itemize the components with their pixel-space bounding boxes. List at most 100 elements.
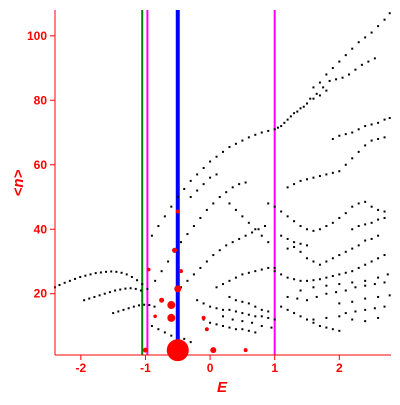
data-point xyxy=(225,191,228,194)
data-point xyxy=(377,121,380,124)
data-point xyxy=(364,239,367,242)
data-point xyxy=(299,225,302,228)
data-point xyxy=(299,250,302,253)
y-tick-label: 100 xyxy=(27,29,47,43)
data-point xyxy=(180,286,182,289)
data-point xyxy=(377,316,380,319)
data-point xyxy=(215,286,218,289)
data-point xyxy=(331,257,334,260)
data-point xyxy=(244,181,247,184)
data-point xyxy=(338,329,341,332)
data-point xyxy=(163,215,166,218)
data-point xyxy=(267,129,270,132)
data-point xyxy=(357,266,360,269)
data-point xyxy=(325,276,328,279)
data-point xyxy=(125,273,128,276)
data-point xyxy=(228,295,231,298)
data-point xyxy=(293,245,296,248)
data-point xyxy=(202,302,205,305)
data-point xyxy=(364,36,367,39)
points-layer xyxy=(54,12,391,344)
data-point xyxy=(306,279,308,282)
x-tick-label: 2 xyxy=(336,361,343,375)
data-point xyxy=(196,189,199,192)
red-marker xyxy=(174,285,182,293)
data-point xyxy=(139,289,142,292)
data-point xyxy=(234,310,237,313)
data-point xyxy=(254,228,257,231)
data-point xyxy=(331,137,334,140)
data-point xyxy=(318,324,321,327)
data-point xyxy=(338,134,341,137)
data-point xyxy=(364,125,367,128)
data-point xyxy=(351,131,354,134)
data-point xyxy=(231,186,234,189)
data-point xyxy=(120,271,123,274)
data-point xyxy=(377,218,380,221)
data-point xyxy=(388,294,391,297)
data-point xyxy=(351,318,354,321)
data-point xyxy=(377,234,380,237)
data-point xyxy=(318,263,321,266)
data-point xyxy=(306,299,308,302)
red-marker xyxy=(175,209,180,214)
data-point xyxy=(357,202,360,205)
data-point xyxy=(189,341,192,344)
data-point xyxy=(136,279,139,282)
data-point xyxy=(351,247,354,250)
data-point xyxy=(325,316,328,319)
data-point xyxy=(153,305,156,308)
data-point xyxy=(202,183,205,186)
data-point xyxy=(312,97,315,100)
data-point xyxy=(370,123,373,126)
data-point xyxy=(264,225,266,228)
data-point xyxy=(218,249,221,252)
data-point xyxy=(234,208,237,211)
data-point xyxy=(383,118,386,121)
data-point xyxy=(306,228,308,231)
data-point xyxy=(370,260,373,263)
data-point xyxy=(247,313,250,316)
data-point xyxy=(231,241,234,244)
data-point xyxy=(222,150,224,153)
data-point xyxy=(338,216,341,219)
data-point xyxy=(103,292,106,295)
data-point xyxy=(312,279,315,282)
data-point xyxy=(364,279,367,282)
data-point xyxy=(325,292,328,295)
data-point xyxy=(351,205,354,208)
data-point xyxy=(306,244,308,247)
data-point xyxy=(251,321,254,324)
data-point xyxy=(341,76,344,79)
data-point xyxy=(105,270,108,273)
data-point xyxy=(146,287,149,290)
data-point xyxy=(325,284,328,287)
data-point xyxy=(344,212,347,215)
data-point xyxy=(306,318,308,321)
data-point xyxy=(306,178,308,181)
data-point xyxy=(260,234,263,237)
data-point xyxy=(383,216,386,219)
data-point xyxy=(312,176,315,179)
data-point xyxy=(338,302,341,305)
data-point xyxy=(212,254,215,257)
data-point xyxy=(344,133,347,136)
data-point xyxy=(251,231,254,234)
data-point xyxy=(286,118,289,121)
data-point xyxy=(94,272,97,275)
data-point xyxy=(312,318,315,321)
vertical-lines-layer xyxy=(141,10,276,355)
data-point xyxy=(234,142,237,145)
data-point xyxy=(318,278,321,281)
data-point xyxy=(325,225,328,228)
red-marker xyxy=(167,313,176,322)
data-point xyxy=(383,305,386,308)
data-point xyxy=(364,263,367,266)
red-marker xyxy=(153,314,157,319)
data-point xyxy=(293,312,296,315)
data-point xyxy=(209,176,212,179)
data-point xyxy=(377,257,380,260)
data-point xyxy=(318,81,321,84)
data-point xyxy=(338,254,341,257)
data-point xyxy=(383,210,386,213)
